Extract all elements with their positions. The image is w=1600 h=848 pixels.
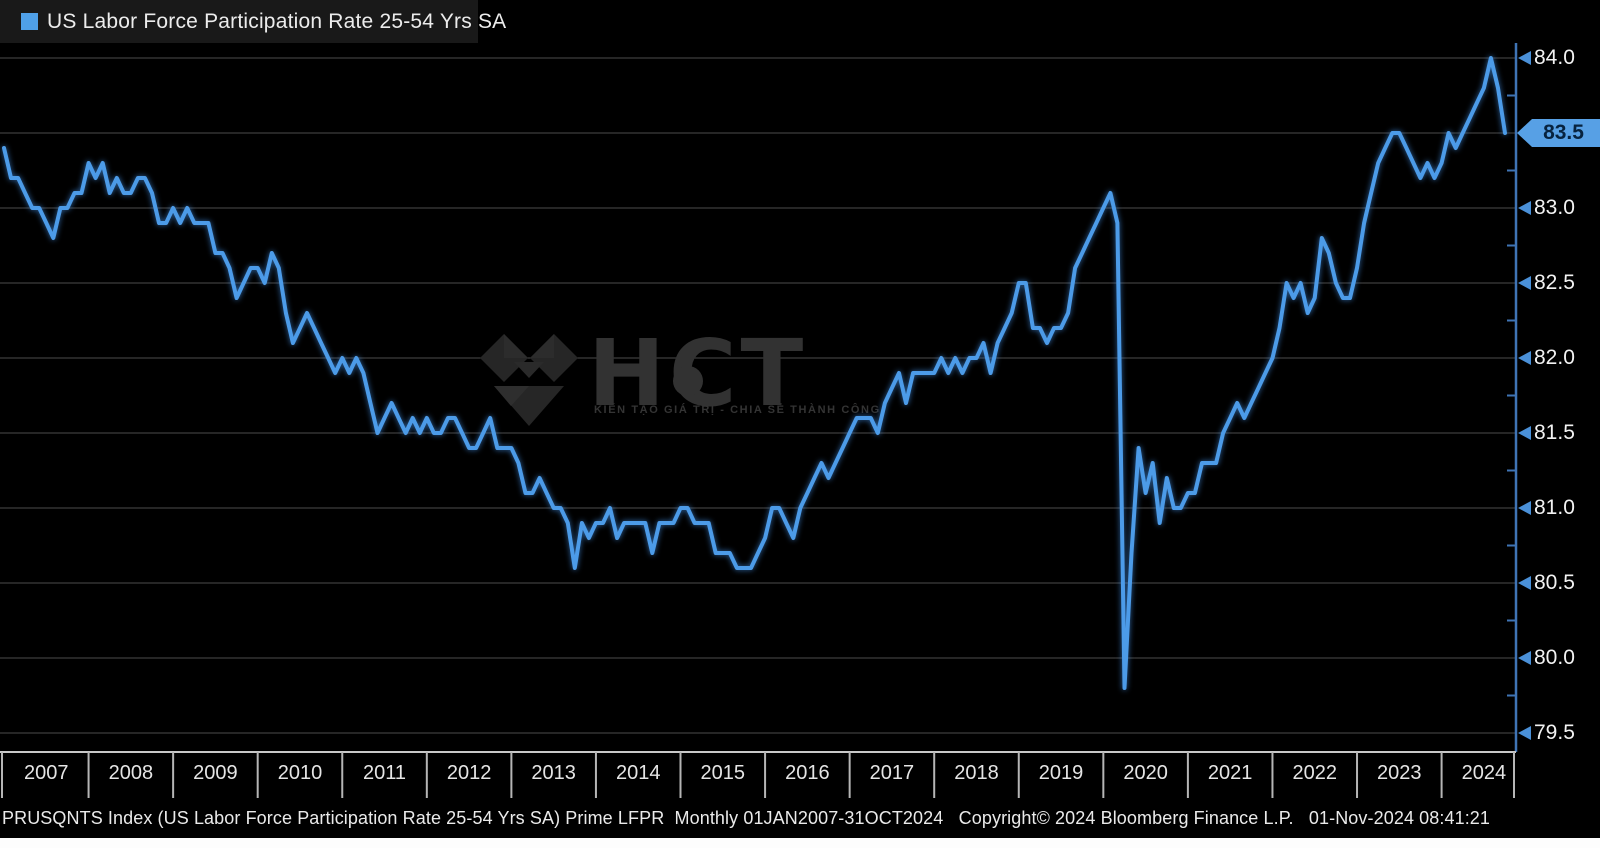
y-axis-tick-arrow [1518, 276, 1531, 290]
legend-series-label[interactable]: US Labor Force Participation Rate 25-54 … [47, 9, 507, 33]
x-axis-year-label: 2016 [785, 762, 830, 784]
x-axis-year-label: 2014 [615, 762, 661, 784]
y-axis-tick-label: 81.5 [1534, 421, 1575, 444]
series-line [2, 56, 1507, 690]
y-axis-tick-arrow [1518, 51, 1531, 65]
x-axis-year-label: 2012 [446, 762, 492, 784]
x-axis-year-label: 2008 [108, 762, 154, 784]
x-axis-year-label: 2023 [1377, 762, 1422, 784]
x-axis-year-label: 2009 [193, 762, 238, 784]
y-axis-tick-arrow [1518, 576, 1531, 590]
last-value-text: 83.5 [1543, 121, 1584, 144]
y-axis-tick-arrow [1518, 426, 1531, 440]
x-axis-year-label: 2019 [1038, 762, 1084, 784]
x-axis-year-label: 2010 [277, 762, 323, 784]
y-axis-tick-label: 82.0 [1534, 346, 1575, 369]
y-axis-tick-label: 80.5 [1534, 571, 1575, 594]
y-axis-tick-arrow [1518, 726, 1531, 740]
legend-bar: US Labor Force Participation Rate 25-54 … [0, 0, 506, 43]
y-axis-tick-arrow [1518, 201, 1531, 215]
y-axis-tick-arrow [1518, 501, 1531, 515]
x-axis-year-label: 2013 [531, 762, 576, 784]
x-axis-year-label: 2011 [363, 762, 407, 784]
last-value-badge: 83.5 [1517, 119, 1600, 147]
x-axis-year-label: 2020 [1123, 762, 1168, 784]
y-axis-tick-label: 82.5 [1534, 271, 1575, 294]
y-axis-tick-label: 80.0 [1534, 646, 1575, 669]
x-axis-year-label: 2022 [1292, 762, 1337, 784]
x-axis-year-label: 2007 [24, 762, 69, 784]
y-axis-tick-label: 84.0 [1534, 46, 1575, 69]
y-axis-tick-label: 81.0 [1534, 496, 1575, 519]
y-axis-tick-arrow [1518, 651, 1531, 665]
y-axis-tick-label: 83.0 [1534, 196, 1575, 219]
footer-status-text: PRUSQNTS Index (US Labor Force Participa… [2, 808, 1491, 828]
x-axis-year-label: 2021 [1207, 762, 1253, 784]
bottom-white-strip [0, 838, 1600, 848]
y-axis-tick-arrow [1518, 351, 1531, 365]
x-axis-year-label: 2024 [1461, 762, 1507, 784]
x-axis-year-label: 2017 [869, 762, 915, 784]
x-axis-year-label: 2015 [700, 762, 746, 784]
legend-color-swatch [21, 13, 38, 30]
y-axis-tick-label: 79.5 [1534, 721, 1575, 744]
x-axis-year-label: 2018 [954, 762, 999, 784]
